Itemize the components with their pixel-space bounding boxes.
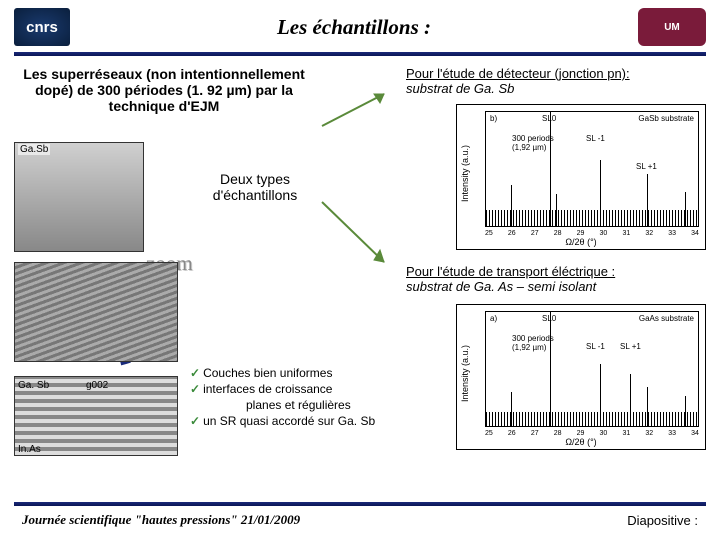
bullet-list: ✓Couches bien uniformes ✓interfaces de c… — [190, 366, 440, 430]
arrow-up-icon — [316, 86, 396, 132]
check-icon: ✓ — [190, 382, 200, 396]
arrow-down-icon — [316, 162, 396, 272]
divider-bottom — [14, 502, 706, 506]
xrd2-xlabel: Ω/2θ (°) — [457, 437, 705, 447]
xrd-plot-1: Intensity (a.u.) b) GaSb substrate SL0 3… — [456, 104, 706, 250]
bullet-1: ✓Couches bien uniformes — [190, 366, 440, 380]
right-description-1: Pour l'étude de détecteur (jonction pn):… — [406, 66, 706, 96]
university-logo: UM — [638, 8, 706, 46]
xrd-plot-2: Intensity (a.u.) a) GaAs substrate SL0 3… — [456, 304, 706, 450]
xrd1-peaks — [486, 112, 698, 226]
divider-top — [14, 52, 706, 56]
left-line3: technique d'EJM — [14, 98, 314, 114]
content-area: Les superréseaux (non intentionnellement… — [0, 66, 720, 486]
bullet-2b: planes et régulières — [190, 398, 440, 412]
right1-sub: substrat de Ga. Sb — [406, 81, 514, 96]
xrd2-ticks: 25262728293031323334 — [485, 430, 699, 437]
check-icon: ✓ — [190, 366, 200, 380]
slide-title: Les échantillons : — [277, 15, 431, 40]
xrd2-inner: a) GaAs substrate SL0 300 periods(1,92 µ… — [485, 311, 699, 427]
footer-right: Diapositive : — [627, 513, 698, 528]
sem1-label: Ga.Sb — [18, 144, 50, 155]
xrd2-ylabel: Intensity (a.u.) — [460, 345, 470, 402]
xrd2-peaks — [486, 312, 698, 426]
header: cnrs Les échantillons : UM — [0, 0, 720, 50]
xrd1-inner: b) GaSb substrate SL0 300 periods(1,92 µ… — [485, 111, 699, 227]
cnrs-logo: cnrs — [14, 8, 70, 46]
xrd1-ticks: 25262728293031323334 — [485, 230, 699, 237]
center-line2: d'échantillons — [190, 187, 320, 203]
left-line1: Les superréseaux (non intentionnellement — [14, 66, 314, 82]
left-line2: dopé) de 300 périodes (1. 92 µm) par la — [14, 82, 314, 98]
right-description-2: Pour l'étude de transport éléctrique : s… — [406, 264, 706, 294]
center-line1: Deux types — [190, 171, 320, 187]
bullet-2: ✓interfaces de croissance — [190, 382, 440, 396]
sem3-label-inas: In.As — [18, 444, 41, 455]
sem3-label-g002: g002 — [86, 380, 108, 391]
xrd1-xlabel: Ω/2θ (°) — [457, 237, 705, 247]
center-label: Deux types d'échantillons — [190, 171, 320, 203]
right2-title: Pour l'étude de transport éléctrique : — [406, 264, 615, 279]
bullet-3: ✓un SR quasi accordé sur Ga. Sb — [190, 414, 440, 428]
sem3-label-gasb: Ga. Sb — [18, 380, 49, 391]
footer-left: Journée scientifique "hautes pressions" … — [22, 512, 300, 528]
sem-image-2 — [14, 262, 178, 362]
right1-title: Pour l'étude de détecteur (jonction pn): — [406, 66, 630, 81]
xrd1-ylabel: Intensity (a.u.) — [460, 145, 470, 202]
check-icon: ✓ — [190, 414, 200, 428]
sem-image-1 — [14, 142, 144, 252]
right2-sub: substrat de Ga. As – semi isolant — [406, 279, 596, 294]
left-description: Les superréseaux (non intentionnellement… — [14, 66, 314, 114]
